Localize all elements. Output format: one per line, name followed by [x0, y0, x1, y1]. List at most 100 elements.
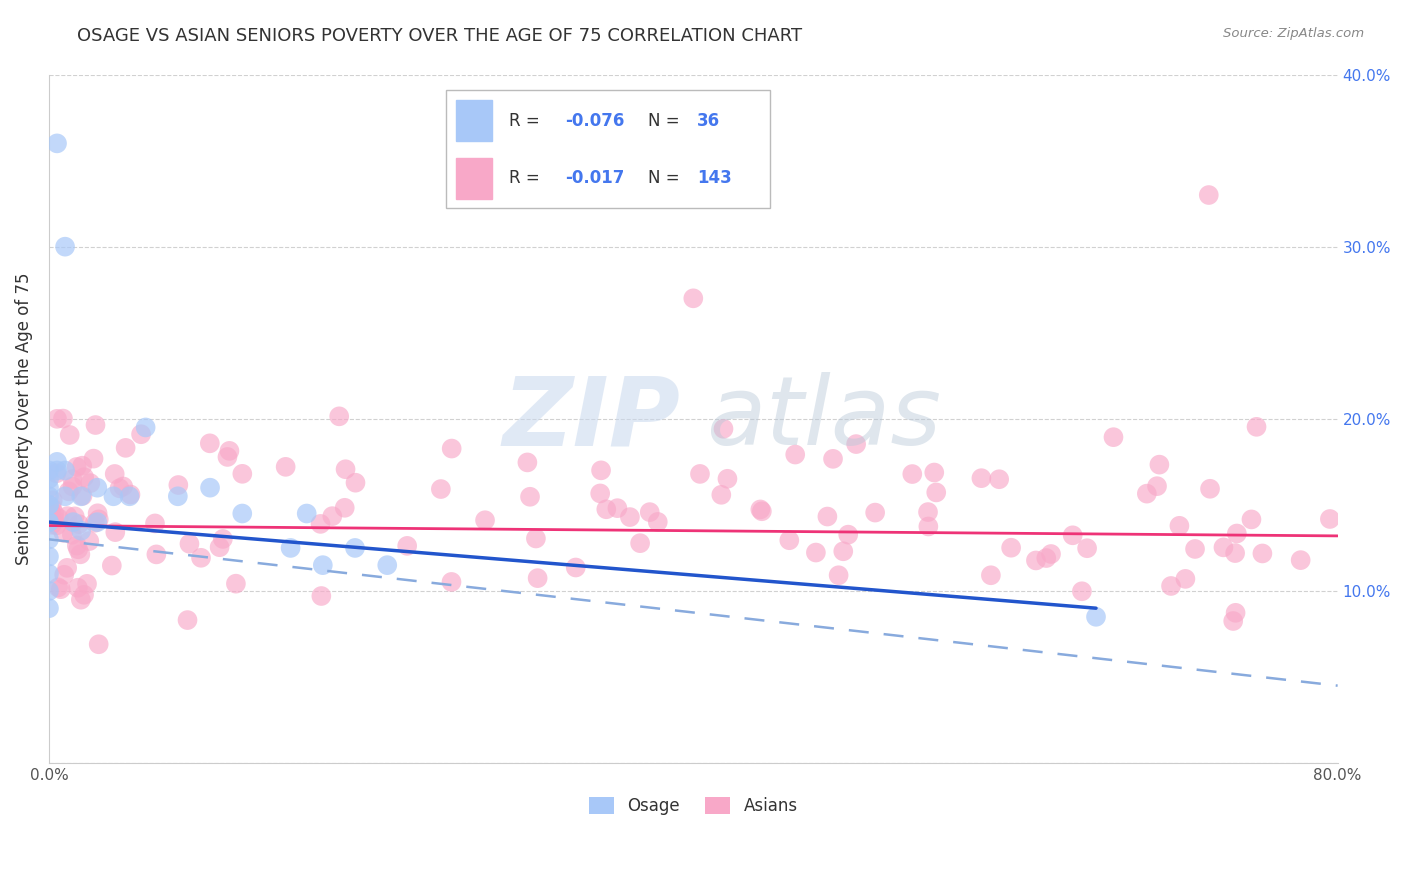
Point — [135, 420, 157, 434]
Point — [1212, 541, 1234, 555]
Point — [53, 463, 76, 477]
Point — [73, 588, 96, 602]
Point — [1062, 528, 1084, 542]
Point — [84, 417, 107, 432]
Point — [86, 506, 108, 520]
Point — [118, 489, 141, 503]
Point — [38, 515, 60, 529]
Point — [49, 582, 72, 597]
Point — [335, 462, 357, 476]
Point — [38, 601, 60, 615]
Bar — [456, 100, 492, 141]
Point — [44, 512, 66, 526]
Point — [46, 455, 69, 469]
Point — [713, 422, 735, 436]
Point — [1319, 512, 1341, 526]
Bar — [456, 158, 492, 199]
Point — [821, 451, 844, 466]
Point — [167, 478, 190, 492]
Point — [1222, 614, 1244, 628]
Point — [1146, 479, 1168, 493]
Point — [79, 534, 101, 549]
Point — [917, 519, 939, 533]
Point — [526, 571, 548, 585]
Text: ZIP: ZIP — [502, 372, 681, 466]
Point — [62, 479, 84, 493]
Point — [1223, 546, 1246, 560]
Point — [70, 458, 93, 473]
Point — [988, 472, 1011, 486]
Point — [112, 479, 135, 493]
Point — [83, 516, 105, 530]
Point — [751, 504, 773, 518]
Point — [440, 574, 463, 589]
Point — [827, 568, 849, 582]
Point — [1085, 609, 1108, 624]
Point — [321, 509, 343, 524]
Point — [309, 516, 332, 531]
Point — [38, 515, 60, 529]
Point — [589, 486, 612, 500]
Point — [1246, 420, 1268, 434]
Point — [38, 489, 60, 503]
Point — [190, 550, 212, 565]
Point — [46, 463, 69, 477]
Point — [1174, 572, 1197, 586]
Point — [79, 476, 101, 491]
Point — [86, 481, 108, 495]
Text: N =: N = — [648, 112, 685, 129]
Point — [52, 411, 75, 425]
Point — [474, 513, 496, 527]
Point — [925, 485, 948, 500]
Point — [922, 466, 945, 480]
Point — [980, 568, 1002, 582]
Point — [83, 451, 105, 466]
Point — [44, 507, 66, 521]
Point — [70, 524, 93, 538]
Point — [628, 536, 651, 550]
Point — [1136, 486, 1159, 500]
Point — [60, 528, 83, 542]
Point — [1035, 551, 1057, 566]
Point — [1102, 430, 1125, 444]
Point — [46, 581, 69, 595]
Point — [38, 533, 60, 547]
Text: R =: R = — [509, 112, 546, 129]
Point — [595, 502, 617, 516]
Point — [70, 592, 93, 607]
Point — [41, 500, 63, 515]
Point — [108, 481, 131, 495]
Point — [87, 512, 110, 526]
Text: OSAGE VS ASIAN SENIORS POVERTY OVER THE AGE OF 75 CORRELATION CHART: OSAGE VS ASIAN SENIORS POVERTY OVER THE … — [77, 27, 803, 45]
Point — [710, 488, 733, 502]
Point — [1168, 518, 1191, 533]
Point — [231, 467, 253, 481]
Point — [101, 558, 124, 573]
Point — [38, 584, 60, 599]
Point — [749, 502, 772, 516]
Point — [38, 472, 60, 486]
Point — [1225, 606, 1247, 620]
Point — [231, 507, 253, 521]
Point — [104, 525, 127, 540]
Point — [59, 428, 82, 442]
Point — [56, 509, 79, 524]
Point — [1251, 546, 1274, 560]
FancyBboxPatch shape — [446, 90, 770, 209]
Point — [328, 409, 350, 424]
Point — [845, 437, 868, 451]
Point — [274, 459, 297, 474]
Point — [778, 533, 800, 548]
Point — [38, 463, 60, 477]
Point — [396, 539, 419, 553]
Point — [39, 506, 62, 520]
Text: R =: R = — [509, 169, 546, 187]
Point — [1240, 512, 1263, 526]
Point — [295, 507, 318, 521]
Point — [198, 481, 221, 495]
Text: Source: ZipAtlas.com: Source: ZipAtlas.com — [1223, 27, 1364, 40]
Text: atlas: atlas — [706, 372, 941, 466]
Point — [52, 525, 75, 540]
Point — [38, 481, 60, 495]
Point — [280, 541, 302, 555]
